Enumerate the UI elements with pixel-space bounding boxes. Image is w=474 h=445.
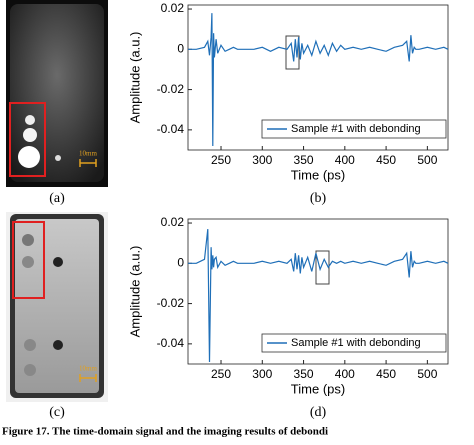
y-tick-label: 0 [177,41,184,55]
legend-box [261,119,447,139]
y-tick-label: -0.02 [157,82,185,96]
x-tick-label: 250 [211,367,231,381]
panel-label: (d) [310,405,327,420]
scale-label: 10mm [79,365,97,373]
y-tick-label: 0.02 [161,1,185,15]
x-tick-label: 350 [294,153,314,167]
legend-box [261,333,447,353]
x-axis-label: Time (ps) [291,167,345,182]
x-tick-label: 450 [376,367,396,381]
x-tick-label: 300 [252,367,272,381]
y-axis-label: Amplitude (a.u.) [127,32,142,124]
y-tick-label: 0 [177,255,184,269]
highlight-box [315,250,330,285]
x-tick-label: 500 [417,367,437,381]
x-tick-label: 350 [294,367,314,381]
highlight-box [285,35,300,70]
x-tick-label: 500 [417,153,437,167]
x-tick-label: 250 [211,153,231,167]
y-tick-label: -0.02 [157,296,185,310]
signal-line [188,229,449,363]
x-tick-label: 400 [335,367,355,381]
y-tick-label: 0.02 [161,215,185,229]
plot-frame [187,218,449,365]
x-tick-label: 300 [252,153,272,167]
signal-line [188,13,449,147]
caption: Figure 17. The time-domain signal and th… [2,426,328,438]
y-axis-label: Amplitude (a.u.) [127,246,142,338]
legend-label: Sample #1 with debonding [291,337,421,349]
scale-label: 10mm [79,150,97,158]
image-a [6,0,108,187]
image-c [6,212,108,402]
x-tick-label: 400 [335,153,355,167]
legend-label: Sample #1 with debonding [291,123,421,135]
panel-label: (a) [49,191,65,206]
panel-label: (b) [310,191,327,206]
y-tick-label: -0.04 [157,336,185,350]
plot-frame [187,4,449,151]
panel-label: (c) [49,405,65,420]
x-tick-label: 450 [376,153,396,167]
y-tick-label: -0.04 [157,122,185,136]
x-axis-label: Time (ps) [291,381,345,396]
